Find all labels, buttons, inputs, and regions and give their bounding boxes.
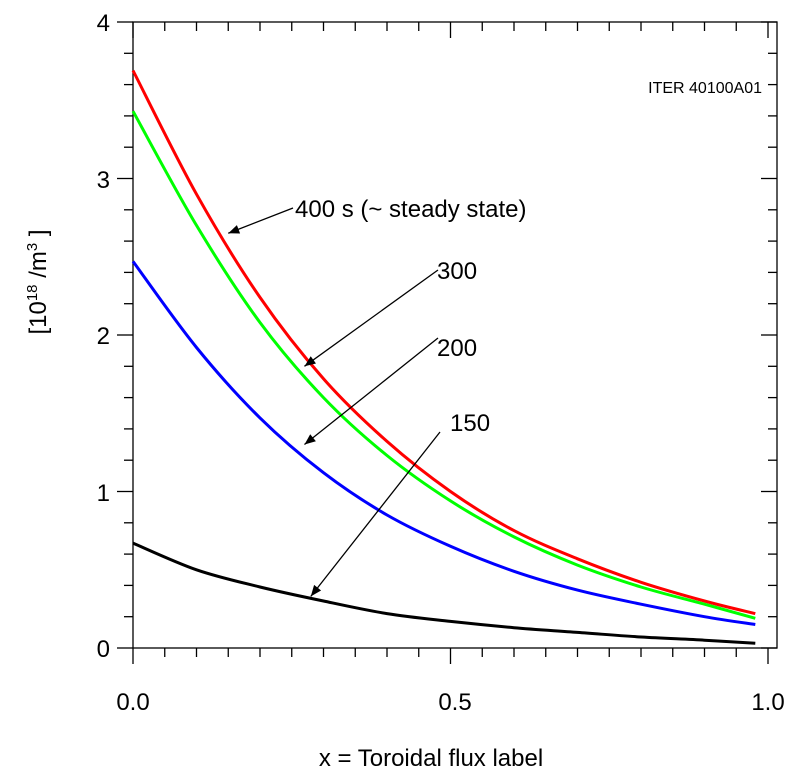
ytick-label-0: 0: [97, 636, 110, 663]
series-line-0: [131, 69, 756, 616]
watermark-label: ITER 40100A01: [648, 80, 762, 97]
annotation-label-0: 400 s (~ steady state): [295, 196, 526, 223]
annotation-arrowhead-3: [310, 584, 322, 597]
x-axis-title: x = Toroidal flux label: [319, 745, 543, 771]
ytick-label-1: 1: [97, 480, 110, 507]
annotation-arrowhead-2: [304, 434, 316, 445]
ylabel-exponent-2: 3: [24, 243, 41, 251]
xtick-label-1: 0.5: [438, 689, 471, 716]
series-line-1: [131, 110, 756, 620]
xtick-label-0: 0.0: [116, 689, 149, 716]
ylabel-unit: /m: [25, 251, 52, 284]
series-line-3: [132, 541, 756, 645]
ytick-label-4: 4: [97, 10, 110, 37]
axis-ticks: [117, 21, 777, 664]
annotation-label-2: 200: [437, 335, 477, 362]
annotation-arrow-1: [304, 269, 439, 367]
annotation-layer: 400 s (~ steady state) 300 200 150: [228, 196, 526, 597]
ytick-label-3: 3: [97, 167, 110, 194]
series-layer: [131, 69, 756, 645]
annotation-arrowhead-1: [304, 356, 316, 367]
y-axis-title: [1018 /m3 ]: [24, 229, 52, 334]
ytick-label-2: 2: [97, 323, 110, 350]
series-line-2: [131, 260, 756, 626]
annotation-label-3: 150: [450, 410, 490, 437]
annotation-arrow-0: [228, 207, 294, 234]
ylabel-exponent-1: 18: [24, 284, 41, 301]
annotation-arrow-2: [304, 337, 439, 446]
annotation-label-1: 300: [437, 258, 477, 285]
xtick-label-2: 1.0: [751, 689, 784, 716]
annotation-arrowhead-0: [228, 225, 241, 234]
ylabel-end: ]: [25, 229, 52, 242]
annotation-arrow-3: [310, 431, 441, 597]
ylabel-base: [10: [25, 301, 52, 334]
